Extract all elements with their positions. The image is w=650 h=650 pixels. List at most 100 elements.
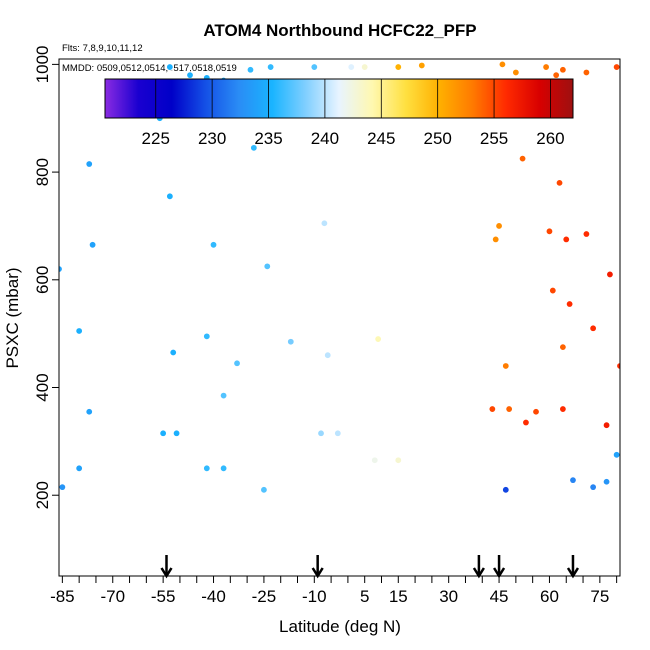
sample-point — [310, 63, 319, 71]
sample-point — [505, 405, 514, 413]
sample-point — [606, 270, 614, 279]
latitude-arrow — [472, 555, 485, 579]
sample-point — [85, 407, 94, 416]
sample-point — [542, 63, 550, 71]
sample-point — [612, 63, 620, 71]
sample-point — [320, 219, 329, 228]
sample-point — [565, 300, 574, 308]
sample-point — [488, 405, 497, 413]
colorbar-tick-label: 260 — [536, 129, 564, 148]
sample-points — [59, 60, 620, 494]
x-tick-label: 15 — [389, 587, 408, 606]
latitude-arrow — [566, 555, 580, 579]
colorbar-tick-label: 255 — [480, 129, 508, 148]
sample-point — [323, 351, 332, 360]
y-axis-label: PSXC (mbar) — [3, 267, 22, 368]
sample-point — [612, 450, 620, 459]
x-tick-label: 45 — [490, 587, 509, 606]
sample-point — [495, 222, 503, 230]
sample-point — [589, 324, 598, 333]
sample-point — [347, 63, 356, 71]
chart-title: ATOM4 Northbound HCFC22_PFP — [203, 21, 476, 40]
sample-point — [589, 483, 598, 492]
sample-point — [360, 63, 369, 71]
x-tick-label: -40 — [201, 587, 226, 606]
colorbar-tick-label: 235 — [254, 129, 282, 148]
sample-point — [85, 160, 94, 168]
latitude-arrow — [160, 555, 173, 579]
sample-point — [562, 235, 571, 244]
sample-point — [333, 429, 342, 438]
sample-point — [59, 265, 63, 273]
sample-point — [552, 71, 561, 80]
sample-point — [522, 418, 530, 427]
sample-point — [169, 348, 178, 357]
sample-point — [417, 61, 426, 70]
latitude-arrows — [160, 555, 580, 579]
sample-point — [491, 235, 500, 244]
sample-point — [558, 405, 567, 413]
x-tick-label: 30 — [439, 587, 458, 606]
sample-point — [219, 464, 228, 473]
colorbar-tick-label: 250 — [423, 129, 451, 148]
sample-point — [548, 286, 557, 295]
sample-point — [186, 71, 194, 80]
plot-frame — [58, 58, 621, 577]
x-tick-label: 5 — [360, 587, 369, 606]
colorbar-tick-label: 240 — [311, 129, 339, 148]
sample-point — [555, 178, 564, 187]
sample-point — [263, 262, 272, 271]
y-tick-label: 1000 — [33, 45, 52, 83]
sample-point — [266, 63, 275, 71]
sample-point — [602, 421, 611, 430]
sample-point — [286, 337, 295, 346]
sample-point — [75, 464, 84, 473]
dates-subtitle: MMDD: 0509,0512,0514,0517,0518,0519 — [62, 63, 237, 74]
sample-point — [545, 227, 554, 236]
sample-point — [374, 335, 383, 343]
x-tick-label: -10 — [302, 587, 327, 606]
sample-point — [558, 343, 567, 352]
y-tick-label: 800 — [33, 158, 52, 186]
sample-point — [511, 68, 520, 77]
sample-point — [233, 359, 241, 368]
sample-point — [165, 63, 174, 71]
y-tick-label: 200 — [33, 481, 52, 509]
colorbar-tick-label: 245 — [367, 129, 395, 148]
sample-point — [558, 65, 567, 74]
x-tick-label: -85 — [50, 587, 75, 606]
sample-point — [59, 483, 67, 492]
x-axis-label: Latitude (deg N) — [279, 617, 401, 636]
sample-point — [582, 230, 591, 238]
colorbar — [104, 78, 574, 119]
sample-point — [370, 456, 379, 465]
sample-point — [501, 485, 510, 494]
sample-point — [501, 362, 510, 370]
sample-point — [532, 407, 540, 416]
sample-point — [209, 240, 218, 249]
sample-point — [246, 65, 255, 74]
sample-point — [88, 240, 97, 249]
x-tick-label: 60 — [540, 587, 559, 606]
x-tick-label: -70 — [100, 587, 125, 606]
x-axis: -85 -70 -55 -40 -25 -10 5 15 30 45 60 75 — [50, 576, 618, 606]
y-tick-label: 400 — [33, 373, 52, 401]
sample-point — [202, 464, 211, 473]
sample-point — [249, 143, 258, 152]
x-tick-label: -55 — [151, 587, 176, 606]
sample-point — [317, 429, 325, 438]
sample-point — [75, 327, 84, 335]
flights-subtitle: Flts: 7,8,9,10,11,12 — [62, 43, 143, 54]
sample-point — [602, 477, 611, 486]
sample-point — [394, 456, 403, 465]
sample-point — [582, 68, 591, 77]
latitude-arrow — [311, 555, 324, 579]
x-tick-label: -25 — [252, 587, 277, 606]
sample-point — [172, 429, 181, 438]
latitude-arrow — [493, 555, 506, 579]
colorbar-tick-label: 225 — [142, 129, 170, 148]
x-tick-label: 75 — [590, 587, 609, 606]
colorbar-ticks: 225 230 235 240 245 250 255 260 — [142, 79, 565, 148]
